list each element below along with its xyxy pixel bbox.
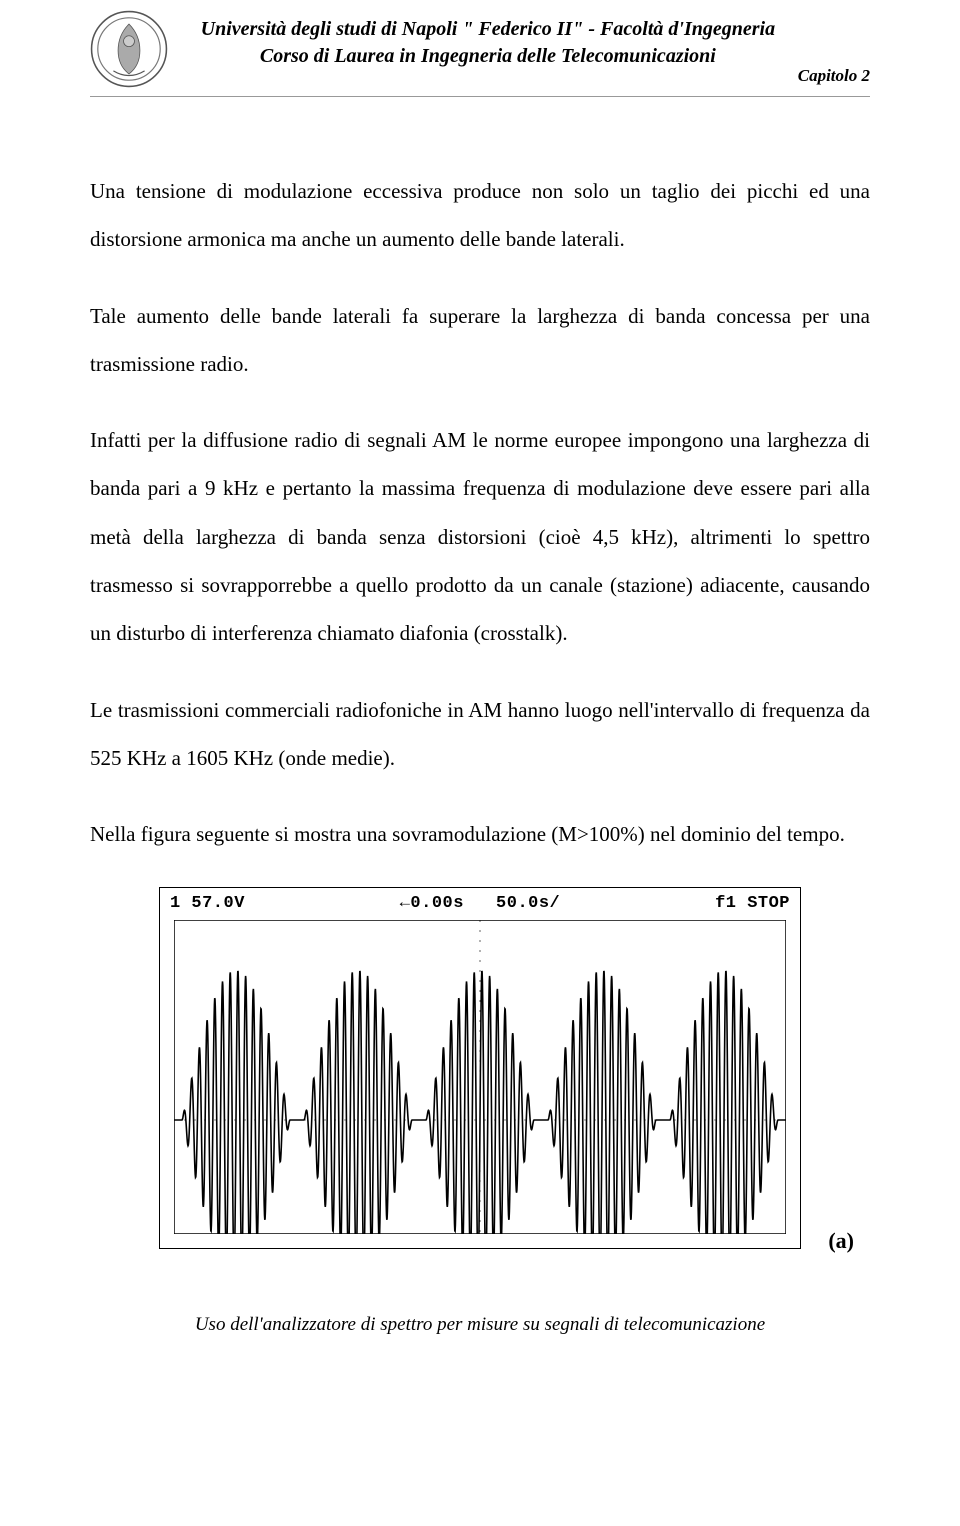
scope-status: STOP: [747, 894, 790, 913]
scope-channel-vdiv: 1 57.0V: [170, 894, 245, 913]
oscilloscope-screenshot: 1 57.0V ←0.00s 50.0s/ f1 STOP: [159, 887, 801, 1249]
scope-time-offset: ←0.00s: [400, 894, 464, 913]
paragraph-1: Una tensione di modulazione eccessiva pr…: [90, 167, 870, 264]
page-footer: Uso dell'analizzatore di spettro per mis…: [90, 1314, 870, 1336]
page-header: Università degli studi di Napoli " Feder…: [90, 10, 870, 97]
scope-time-div: 50.0s/: [496, 894, 560, 913]
header-line-2: Corso di Laurea in Ingegneria delle Tele…: [186, 43, 790, 70]
figure-sublabel: (a): [828, 1228, 854, 1254]
figure: 1 57.0V ←0.00s 50.0s/ f1 STOP: [90, 887, 870, 1254]
scope-timebase: ←0.00s 50.0s/: [245, 894, 715, 913]
scope-channel: 1: [170, 894, 181, 913]
university-seal-icon: [90, 10, 168, 88]
scope-plot: 1→ ←1: [174, 920, 786, 1234]
page: Università degli studi di Napoli " Feder…: [0, 0, 960, 1376]
body-text: Una tensione di modulazione eccessiva pr…: [90, 167, 870, 859]
paragraph-5: Nella figura seguente si mostra una sovr…: [90, 810, 870, 858]
paragraph-3: Infatti per la diffusione radio di segna…: [90, 416, 870, 657]
paragraph-2: Tale aumento delle bande laterali fa sup…: [90, 292, 870, 389]
chapter-label: Capitolo 2: [790, 66, 870, 88]
header-title: Università degli studi di Napoli " Feder…: [186, 10, 790, 70]
scope-vdiv: 57.0V: [191, 894, 245, 913]
paragraph-4: Le trasmissioni commerciali radiofoniche…: [90, 686, 870, 783]
header-line-1: Università degli studi di Napoli " Feder…: [186, 16, 790, 43]
scope-trigger: f1: [715, 894, 736, 913]
scope-header: 1 57.0V ←0.00s 50.0s/ f1 STOP: [160, 894, 800, 913]
scope-trigger-status: f1 STOP: [715, 894, 790, 913]
